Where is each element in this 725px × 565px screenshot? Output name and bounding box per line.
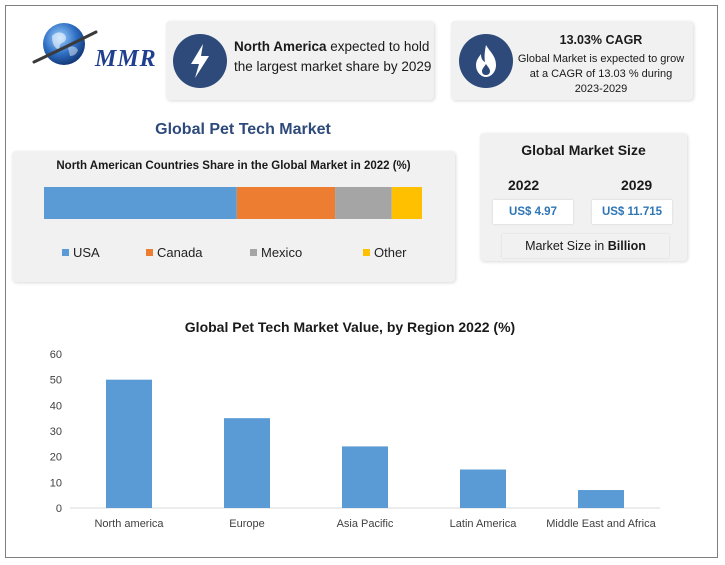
- market-size-value-2022: US$ 4.97: [493, 200, 573, 224]
- flame-icon: [459, 34, 513, 88]
- region-bar-chart: 0 10 20 30 40 50 60 North america Europe Asia Pac…: [50, 349, 660, 530]
- legend-item-usa: USA: [62, 245, 100, 260]
- share-legend: USA Canada Mexico Other: [62, 245, 442, 263]
- legend-swatch-other: [363, 249, 370, 256]
- y-tick-label: 30: [50, 426, 62, 438]
- legend-swatch-mexico: [250, 249, 257, 256]
- market-size-unit: Market Size in Billion: [502, 234, 669, 258]
- cagr-description: Global Market is expected to grow at a C…: [517, 53, 685, 95]
- legend-swatch-usa: [62, 249, 69, 256]
- legend-swatch-canada: [146, 249, 153, 256]
- x-tick-label: Middle East and Africa: [546, 518, 656, 530]
- bar-latin-america: [460, 469, 506, 508]
- stacked-share-bar: [44, 187, 422, 219]
- globe-icon: [43, 23, 85, 65]
- share-segment-other: [391, 187, 422, 219]
- north-america-text: North America expected to hold the large…: [234, 39, 432, 74]
- market-size-title: Global Market Size: [521, 142, 646, 158]
- legend-item-canada: Canada: [146, 245, 203, 260]
- cagr-highlight-card: 13.03% CAGR Global Market is expected to…: [451, 21, 693, 100]
- region-chart-title: Global Pet Tech Market Value, by Region …: [184, 319, 516, 335]
- y-tick-label: 40: [50, 400, 62, 412]
- y-tick-label: 60: [50, 349, 62, 361]
- market-size-year-2022: 2022: [508, 177, 540, 193]
- y-tick-label: 50: [50, 375, 62, 387]
- logo-text: MMR: [95, 46, 157, 72]
- x-tick-label: Latin America: [450, 518, 518, 530]
- share-segment-mexico: [335, 187, 392, 219]
- legend-item-mexico: Mexico: [250, 245, 302, 260]
- y-tick-label: 10: [50, 477, 62, 489]
- mmr-logo: [32, 23, 98, 65]
- legend-label-other: Other: [374, 245, 407, 260]
- lightning-bolt-icon: [173, 34, 227, 88]
- share-chart-title: North American Countries Share in the Gl…: [56, 160, 411, 172]
- north-america-share-card: North American Countries Share in the Gl…: [12, 151, 455, 282]
- y-tick-label: 0: [56, 503, 62, 515]
- bar-middle-east-and-africa: [578, 490, 624, 508]
- market-size-year-2029: 2029: [621, 177, 653, 193]
- bar-north-america: [106, 379, 152, 508]
- bar-europe: [224, 418, 270, 508]
- share-segment-usa: [44, 187, 237, 219]
- legend-item-other: Other: [363, 245, 407, 260]
- market-size-card: Global Market Size 2022 2029 US$ 4.97 US…: [480, 133, 687, 261]
- main-title: Global Pet Tech Market: [155, 121, 331, 138]
- north-america-highlight-card: North America expected to hold the large…: [166, 21, 434, 100]
- share-segment-canada: [236, 187, 336, 219]
- legend-label-usa: USA: [73, 245, 100, 260]
- legend-label-mexico: Mexico: [261, 245, 303, 260]
- bar-asia-pacific: [342, 446, 388, 508]
- x-tick-label: Asia Pacific: [337, 518, 394, 530]
- y-tick-label: 20: [50, 452, 62, 464]
- x-tick-label: Europe: [229, 518, 264, 530]
- market-size-value-2029: US$ 11.715: [592, 200, 672, 224]
- legend-label-canada: Canada: [157, 245, 203, 260]
- x-tick-label: North america: [94, 518, 164, 530]
- cagr-title: 13.03% CAGR: [559, 33, 643, 47]
